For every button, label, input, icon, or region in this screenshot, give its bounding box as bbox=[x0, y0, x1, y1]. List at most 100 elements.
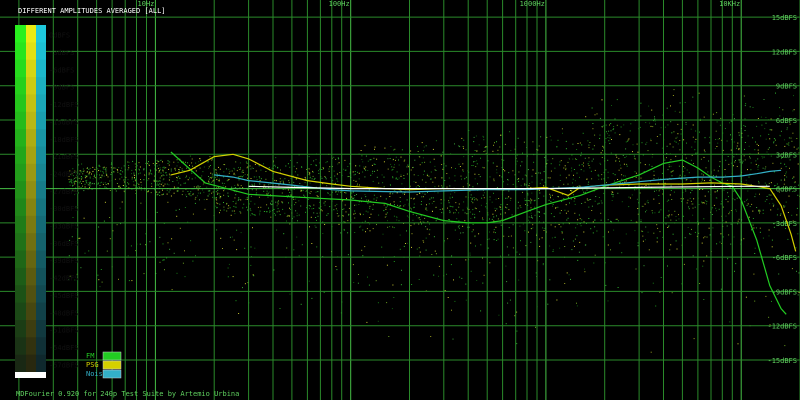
scatter-point bbox=[266, 193, 268, 195]
scatter-point bbox=[583, 162, 584, 164]
scatter-point bbox=[679, 111, 681, 113]
scatter-point bbox=[527, 169, 529, 171]
scatter-point bbox=[462, 170, 464, 172]
scatter-point bbox=[234, 169, 236, 171]
scatter-point bbox=[82, 171, 84, 173]
scatter-point bbox=[335, 182, 336, 184]
scatter-point bbox=[524, 230, 526, 232]
scatter-point bbox=[485, 206, 487, 208]
scatter-point bbox=[564, 283, 566, 284]
scatter-point bbox=[717, 170, 719, 172]
scatter-point bbox=[688, 206, 690, 208]
scatter-point bbox=[326, 214, 328, 216]
scatter-point bbox=[588, 218, 590, 219]
scatter-point bbox=[793, 95, 794, 97]
scatter-point bbox=[445, 165, 447, 167]
scatter-point bbox=[231, 186, 233, 188]
scatter-point bbox=[673, 89, 675, 91]
scatter-point bbox=[337, 163, 339, 165]
scatter-point bbox=[758, 145, 759, 146]
scatter-point bbox=[461, 277, 463, 279]
scatter-point bbox=[694, 206, 696, 208]
scatter-point bbox=[231, 236, 233, 238]
scatter-point bbox=[465, 149, 467, 151]
scatter-point bbox=[427, 192, 428, 193]
scatter-point bbox=[156, 194, 158, 196]
scatter-point bbox=[547, 303, 549, 305]
scatter-point bbox=[306, 169, 308, 170]
scatter-point bbox=[591, 178, 593, 180]
scatter-point bbox=[336, 210, 338, 212]
scatter-point bbox=[88, 168, 90, 170]
scatter-point bbox=[540, 136, 542, 138]
scatter-point bbox=[159, 177, 161, 179]
scatter-point bbox=[684, 175, 686, 177]
scatter-point bbox=[422, 150, 424, 152]
scatter-point bbox=[543, 195, 545, 197]
scatter-point bbox=[495, 232, 496, 234]
scatter-point bbox=[389, 158, 391, 159]
scatter-point bbox=[576, 223, 578, 225]
colorbar-cell bbox=[26, 42, 36, 61]
scatter-point bbox=[173, 252, 175, 254]
scatter-point bbox=[98, 226, 100, 228]
scatter-point bbox=[547, 159, 549, 161]
scatter-point bbox=[103, 166, 105, 168]
scatter-point bbox=[629, 130, 631, 132]
scatter-point bbox=[240, 232, 242, 234]
scatter-point bbox=[625, 180, 627, 182]
scatter-point bbox=[146, 191, 148, 193]
scatter-point bbox=[729, 321, 731, 323]
scatter-point bbox=[675, 155, 677, 157]
scatter-point bbox=[308, 173, 310, 175]
scatter-point bbox=[544, 156, 546, 158]
scatter-point bbox=[297, 220, 298, 222]
scatter-point bbox=[729, 122, 730, 124]
scatter-point bbox=[74, 279, 76, 281]
scatter-point bbox=[311, 297, 313, 299]
scatter-point bbox=[131, 280, 133, 282]
scatter-point bbox=[133, 172, 135, 174]
scatter-point bbox=[791, 191, 793, 192]
scatter-point bbox=[425, 226, 427, 228]
scatter-point bbox=[292, 197, 294, 199]
scatter-point bbox=[709, 178, 711, 180]
scatter-point bbox=[798, 272, 800, 274]
scatter-point bbox=[530, 202, 532, 204]
scatter-point bbox=[583, 231, 585, 233]
scatter-point bbox=[653, 232, 655, 234]
scatter-point bbox=[668, 166, 670, 168]
scatter-point bbox=[777, 186, 779, 188]
scatter-point bbox=[165, 172, 167, 174]
scatter-point bbox=[678, 165, 680, 167]
scatter-point bbox=[406, 230, 407, 232]
scatter-point bbox=[754, 253, 756, 254]
scatter-point bbox=[375, 280, 377, 282]
scatter-point bbox=[758, 164, 760, 166]
scatter-point bbox=[496, 240, 498, 241]
scatter-point bbox=[89, 183, 91, 184]
scatter-point bbox=[519, 225, 521, 227]
scatter-point bbox=[346, 197, 347, 199]
scatter-point bbox=[72, 182, 74, 184]
scatter-point bbox=[156, 165, 158, 167]
colorbar-cell bbox=[15, 372, 46, 378]
scatter-point bbox=[358, 178, 360, 180]
scatter-point bbox=[214, 197, 216, 199]
scatter-point bbox=[396, 192, 398, 194]
scatter-point bbox=[170, 168, 172, 170]
scatter-point bbox=[211, 192, 213, 194]
scatter-point bbox=[776, 223, 778, 225]
scatter-point bbox=[417, 145, 418, 147]
scatter-point bbox=[556, 146, 558, 148]
scatter-point bbox=[228, 172, 230, 174]
scatter-point bbox=[450, 153, 452, 155]
scatter-point bbox=[289, 207, 290, 209]
scatter-point bbox=[593, 145, 595, 147]
scatter-point bbox=[750, 184, 752, 185]
scatter-point bbox=[336, 191, 338, 192]
scatter-point bbox=[281, 201, 283, 203]
scatter-point bbox=[252, 274, 254, 276]
scatter-point bbox=[302, 190, 304, 192]
scatter-point bbox=[140, 181, 142, 183]
